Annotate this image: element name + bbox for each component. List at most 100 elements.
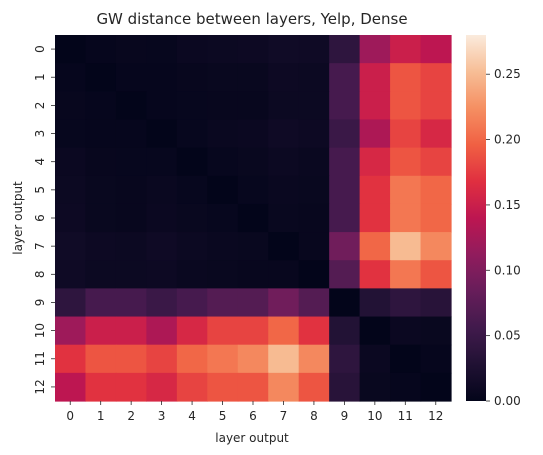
heatmap-cell — [85, 91, 117, 121]
heatmap-cell — [420, 203, 452, 233]
heatmap-cell — [420, 260, 452, 289]
heatmap-cell — [237, 147, 269, 177]
heatmap-cell — [115, 203, 147, 233]
heatmap-cell — [237, 316, 269, 346]
heatmap-cell — [207, 63, 239, 92]
heatmap-cell — [268, 344, 300, 374]
heatmap-cell — [390, 260, 422, 289]
heatmap-cell — [115, 63, 147, 92]
heatmap-cell — [359, 203, 391, 233]
x-tick-label: 5 — [219, 409, 227, 423]
heatmap-cell — [207, 344, 239, 374]
heatmap-cell — [115, 175, 147, 205]
heatmap-cell — [329, 147, 361, 177]
heatmap-cell — [207, 91, 239, 121]
heatmap-cell — [115, 35, 147, 64]
heatmap-cell — [85, 119, 117, 149]
heatmap-cell — [115, 260, 147, 289]
heatmap-cell — [359, 91, 391, 121]
heatmap-cell — [298, 91, 330, 121]
x-axis-label: layer output — [215, 431, 289, 445]
y-tick-label: 3 — [33, 130, 47, 138]
heatmap-cell — [359, 288, 391, 318]
heatmap-cell — [420, 63, 452, 92]
heatmap-cell — [329, 35, 361, 64]
x-tick-label: 4 — [188, 409, 196, 423]
colorbar-ticks: 0.00 0.05 0.10 0.15 0.20 0.25 — [486, 67, 521, 408]
colorbar-tick-label: 0.05 — [494, 329, 521, 343]
heatmap-cells — [55, 35, 452, 402]
heatmap-cell — [390, 63, 422, 92]
heatmap-cell — [298, 175, 330, 205]
heatmap-cell — [268, 203, 300, 233]
y-tick-label: 9 — [33, 299, 47, 307]
heatmap-cell — [268, 316, 300, 346]
heatmap-cell — [176, 35, 208, 64]
heatmap-cell — [146, 316, 178, 346]
heatmap-cell — [329, 344, 361, 374]
chart-title: GW distance between layers, Yelp, Dense — [96, 10, 407, 28]
y-tick-label: 5 — [33, 186, 47, 194]
heatmap-cell — [85, 35, 117, 64]
heatmap-cell — [176, 119, 208, 149]
heatmap-cell — [237, 175, 269, 205]
heatmap-cell — [390, 316, 422, 346]
y-tick-label: 4 — [33, 158, 47, 166]
y-tick-label: 2 — [33, 102, 47, 110]
heatmap-cell — [85, 316, 117, 346]
heatmap-cell — [298, 372, 330, 402]
y-tick-label: 10 — [33, 323, 47, 338]
heatmap-cell — [115, 316, 147, 346]
heatmap-cell — [359, 119, 391, 149]
heatmap-cell — [359, 344, 391, 374]
heatmap-cell — [207, 147, 239, 177]
heatmap-cell — [298, 35, 330, 64]
heatmap-cell — [329, 288, 361, 318]
y-tick-label: 12 — [33, 379, 47, 394]
heatmap-cell — [420, 119, 452, 149]
heatmap-cell — [146, 232, 178, 261]
x-tick-label: 2 — [127, 409, 135, 423]
heatmap-cell — [85, 288, 117, 318]
heatmap-cell — [298, 344, 330, 374]
heatmap-cell — [268, 119, 300, 149]
heatmap-cell — [55, 288, 87, 318]
heatmap-cell — [420, 175, 452, 205]
heatmap-cell — [176, 203, 208, 233]
heatmap-cell — [207, 175, 239, 205]
heatmap-cell — [85, 175, 117, 205]
heatmap-cell — [237, 203, 269, 233]
heatmap-cell — [207, 35, 239, 64]
x-tick-label: 6 — [249, 409, 257, 423]
heatmap-cell — [55, 147, 87, 177]
heatmap-cell — [268, 372, 300, 402]
heatmap-cell — [329, 372, 361, 402]
heatmap-cell — [146, 35, 178, 64]
heatmap-cell — [420, 316, 452, 346]
heatmap-cell — [359, 147, 391, 177]
y-tick-label: 11 — [33, 351, 47, 366]
colorbar-tick-label: 0.10 — [494, 263, 521, 277]
heatmap-cell — [329, 260, 361, 289]
heatmap-cell — [146, 175, 178, 205]
heatmap-cell — [359, 63, 391, 92]
heatmap-cell — [146, 344, 178, 374]
heatmap-cell — [237, 119, 269, 149]
heatmap-cell — [85, 147, 117, 177]
heatmap-cell — [55, 344, 87, 374]
heatmap-cell — [115, 344, 147, 374]
y-tick-label: 6 — [33, 214, 47, 222]
heatmap-cell — [55, 175, 87, 205]
heatmap-cell — [420, 91, 452, 121]
x-tick-label: 0 — [66, 409, 74, 423]
heatmap-cell — [329, 175, 361, 205]
heatmap-cell — [176, 288, 208, 318]
heatmap-cell — [85, 63, 117, 92]
colorbar-tick-label: 0.25 — [494, 67, 521, 81]
colorbar-tick-label: 0.00 — [494, 394, 521, 408]
heatmap-cell — [146, 119, 178, 149]
heatmap-cell — [420, 344, 452, 374]
heatmap-cell — [115, 372, 147, 402]
heatmap-cell — [359, 35, 391, 64]
heatmap-cell — [420, 372, 452, 402]
